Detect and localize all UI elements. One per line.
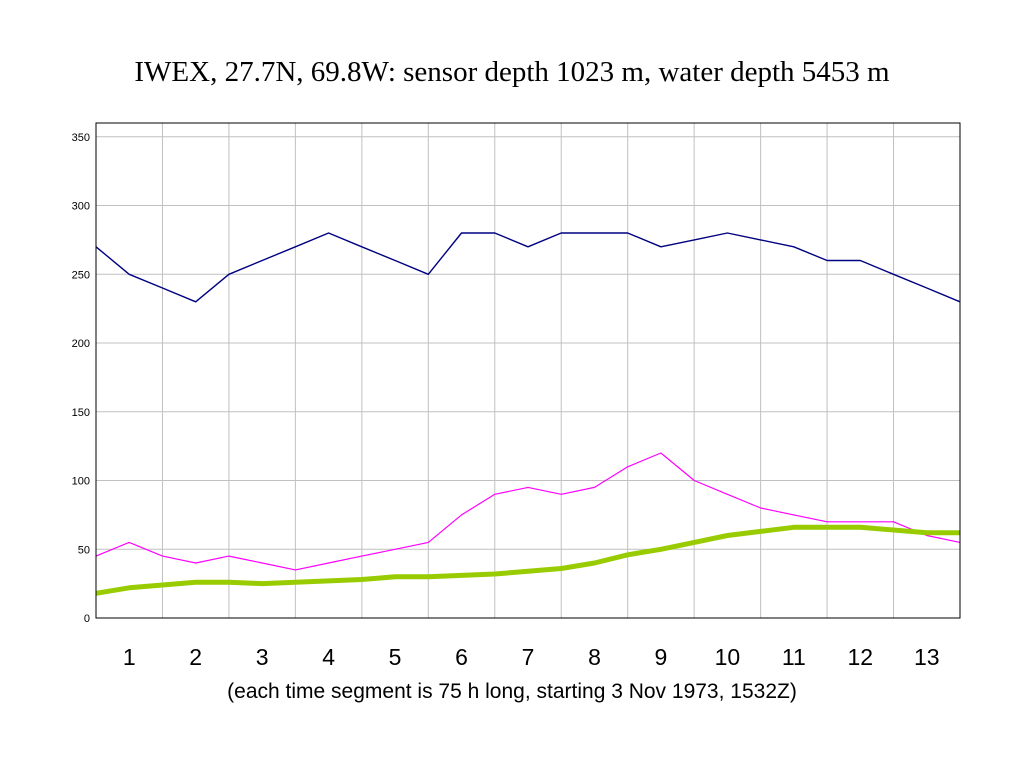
y-tick-label: 350	[72, 132, 90, 144]
segment-labels: 1 2 3 4 5 6 7 8 9 10 11 12 13	[123, 644, 940, 670]
y-tick-label: 0	[84, 613, 90, 625]
y-axis-ticks: 0 50 100 150 200 250 300 350	[72, 132, 90, 625]
segment-label: 9	[655, 644, 668, 670]
series-group	[95, 232, 961, 596]
y-tick-label: 250	[72, 269, 90, 281]
segment-label: 11	[782, 644, 806, 670]
segment-label: 12	[848, 644, 874, 670]
y-tick-label: 200	[72, 338, 90, 350]
segment-label: 2	[189, 644, 202, 670]
segment-label: 5	[389, 644, 402, 670]
series-line-2	[95, 452, 961, 571]
segment-label: 10	[715, 644, 741, 670]
segment-label: 8	[588, 644, 601, 670]
segment-label: 6	[455, 644, 468, 670]
segment-label: 7	[522, 644, 535, 670]
plot-frame	[95, 122, 961, 619]
y-tick-label: 300	[72, 201, 90, 213]
chart-title: IWEX, 27.7N, 69.8W: sensor depth 1023 m,…	[134, 56, 890, 88]
series-line-1	[95, 232, 961, 303]
grid	[95, 123, 961, 619]
series-line-3	[95, 524, 960, 596]
segment-label: 3	[256, 644, 269, 670]
y-tick-label: 50	[78, 544, 90, 556]
segment-label: 4	[322, 644, 335, 670]
y-tick-label: 150	[72, 407, 90, 419]
y-tick-label: 100	[72, 476, 90, 488]
chart-subtitle: (each time segment is 75 h long, startin…	[227, 680, 797, 703]
segment-label: 13	[914, 644, 940, 670]
segment-label: 1	[123, 644, 136, 670]
